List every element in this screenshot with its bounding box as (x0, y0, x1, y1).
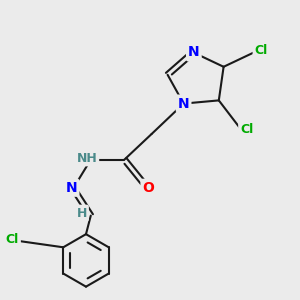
Text: Cl: Cl (254, 44, 268, 57)
Text: O: O (142, 181, 154, 195)
Text: Cl: Cl (240, 123, 253, 136)
Text: H: H (76, 206, 87, 220)
Text: N: N (188, 45, 200, 59)
Text: Cl: Cl (6, 233, 19, 246)
Text: N: N (178, 97, 189, 111)
Text: N: N (66, 181, 77, 195)
Text: NH: NH (76, 152, 97, 164)
